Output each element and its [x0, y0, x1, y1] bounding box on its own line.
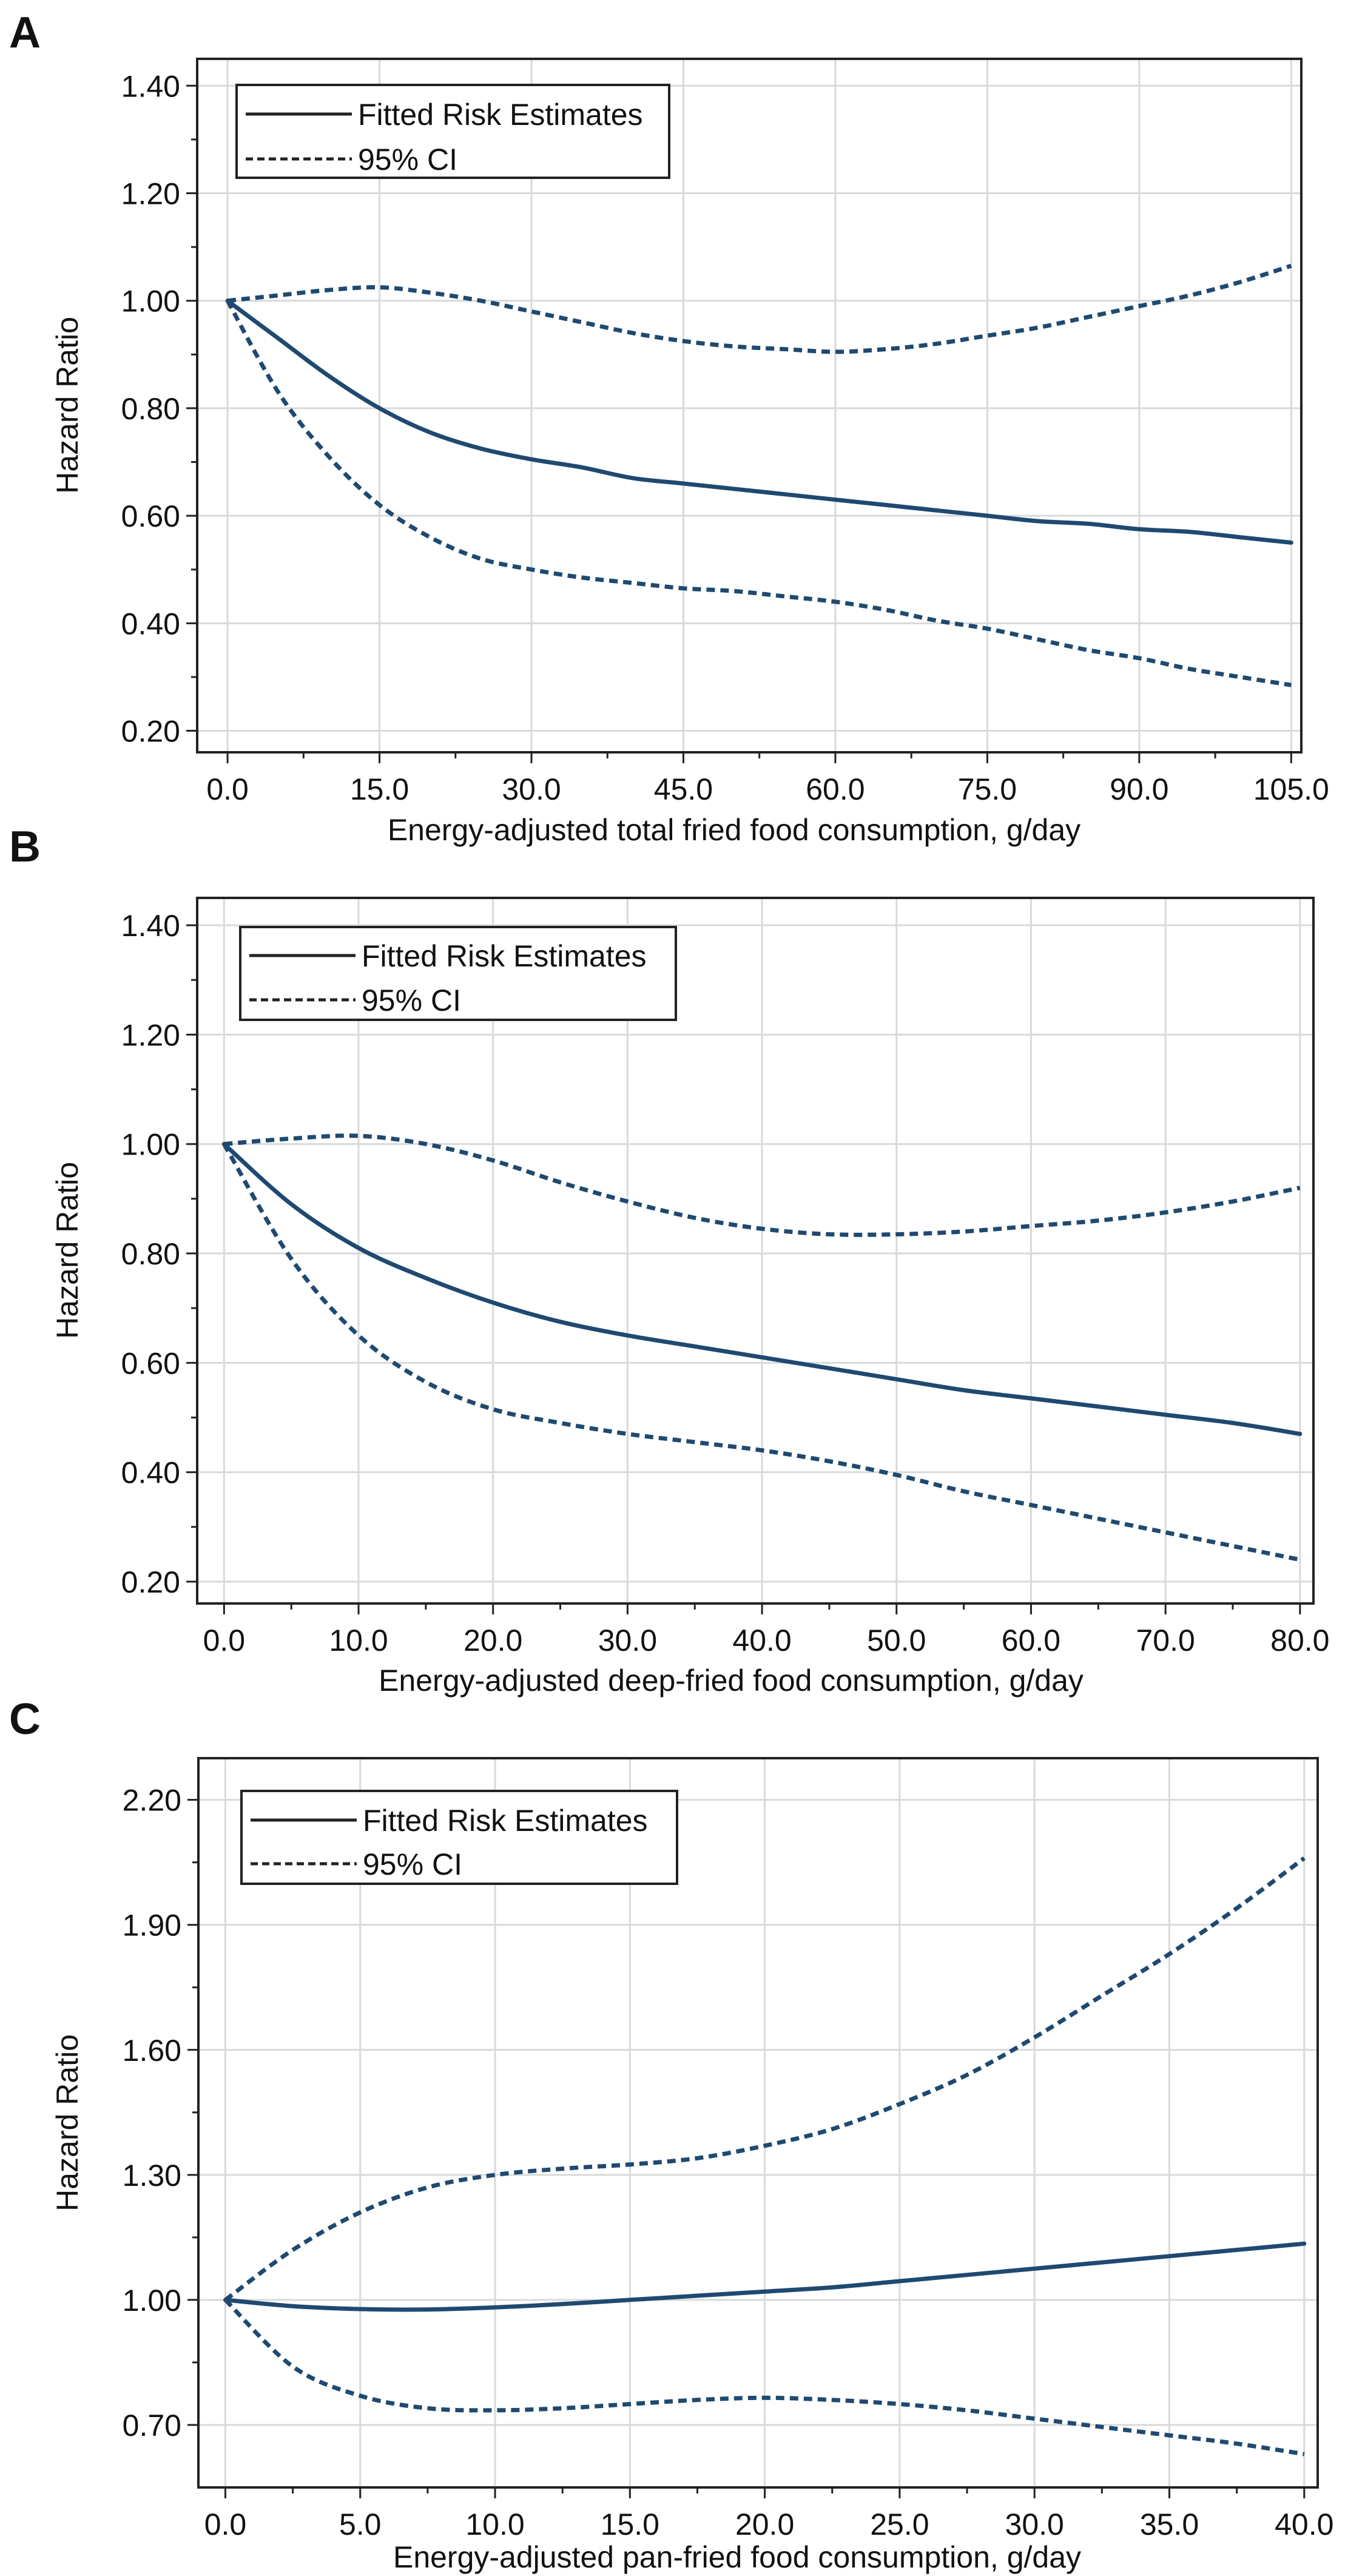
x-tick-label: 45.0: [654, 772, 713, 806]
plot-frame: [197, 1757, 1319, 2489]
panel-letter: C: [9, 1695, 41, 1744]
tick-labels: 0.0 10.0 20.0 30.0 40.0 50.0 60.0 70.0 80.0 0.20 0…: [121, 909, 1330, 1657]
x-tick-label: 25.0: [870, 2507, 929, 2541]
x-tick-label: 30.0: [1005, 2507, 1064, 2541]
y-tick-label: 0.60: [121, 499, 180, 533]
tick-labels: 0.0 5.0 10.0 15.0 20.0 25.0 30.0 35.0 40.0 0.70 1.…: [123, 1784, 1334, 2541]
tick-marks: [186, 84, 1292, 763]
y-tick-label: 1.00: [121, 1128, 180, 1162]
plot-frame: [196, 897, 1315, 1605]
x-tick-label: 20.0: [735, 2507, 794, 2541]
x-tick-label: 15.0: [350, 772, 409, 806]
y-axis-title: Hazard Ratio: [50, 317, 84, 494]
legend-label-fitted: Fitted Risk Estimates: [358, 98, 643, 132]
ci-upper-line: [227, 263, 1292, 354]
panel-c: C 0.0 5.0 10.0 15.0 20.0 25.0 30.0 35.0 40.0 0.70…: [9, 1695, 1333, 2574]
x-axis-title: Energy-adjusted deep-fried food consumpt…: [379, 1664, 1084, 1698]
x-tick-label: 15.0: [601, 2507, 659, 2541]
y-tick-label: 1.00: [121, 285, 180, 319]
y-tick-label: 0.40: [121, 1456, 180, 1490]
x-tick-label: 60.0: [1002, 1623, 1060, 1657]
y-axis-title: Hazard Ratio: [50, 1162, 84, 1339]
y-tick-label: 1.30: [123, 2159, 181, 2193]
series-lines: [223, 1856, 1307, 2456]
x-tick-label: 0.0: [203, 1623, 246, 1657]
y-tick-label: 0.20: [121, 715, 180, 749]
x-tick-label: 75.0: [958, 772, 1017, 806]
tick-marks: [186, 924, 1301, 1614]
fitted-risk-line: [223, 2241, 1307, 2312]
x-tick-label: 0.0: [206, 772, 249, 806]
grid-lines: [197, 898, 1313, 1603]
ci-upper-line: [224, 1856, 1306, 2302]
x-tick-label: 20.0: [464, 1623, 522, 1657]
x-tick-label: 10.0: [329, 1623, 388, 1657]
tick-labels: 0.0 15.0 30.0 45.0 60.0 75.0 90.0 105.0 0.20 0.40…: [121, 69, 1329, 806]
y-tick-label: 0.70: [123, 2409, 181, 2443]
x-tick-label: 40.0: [732, 1623, 791, 1657]
legend-label-ci: 95% CI: [358, 143, 457, 177]
x-tick-label: 10.0: [465, 2507, 524, 2541]
ci-lower-line: [226, 300, 1292, 687]
y-tick-label: 0.20: [121, 1565, 180, 1599]
y-tick-label: 1.40: [121, 909, 180, 943]
y-tick-label: 1.90: [123, 1909, 181, 1943]
x-tick-label: 60.0: [806, 772, 865, 806]
y-tick-label: 1.20: [121, 1018, 180, 1052]
x-tick-label: 30.0: [502, 772, 561, 806]
series-lines: [225, 263, 1293, 687]
x-axis-title: Energy-adjusted total fried food consump…: [388, 813, 1080, 847]
x-tick-label: 0.0: [204, 2507, 247, 2541]
x-tick-label: 30.0: [598, 1623, 657, 1657]
legend: Fitted Risk Estimates 95% CI: [240, 1790, 678, 1885]
y-tick-label: 0.80: [121, 392, 180, 426]
series-lines: [221, 1133, 1303, 1562]
panel-letter: B: [9, 823, 41, 871]
ci-upper-line: [224, 1133, 1301, 1237]
y-tick-label: 0.60: [121, 1346, 180, 1380]
y-tick-label: 1.00: [123, 2284, 181, 2318]
x-tick-label: 50.0: [867, 1623, 926, 1657]
ci-lower-line: [222, 1142, 1301, 1562]
x-tick-label: 35.0: [1140, 2507, 1199, 2541]
y-tick-label: 1.20: [121, 177, 180, 211]
x-tick-label: 40.0: [1275, 2507, 1333, 2541]
legend-box: [239, 926, 677, 1021]
ci-lower-line: [224, 2298, 1305, 2456]
x-tick-label: 70.0: [1136, 1623, 1195, 1657]
fitted-risk-line: [225, 298, 1293, 545]
y-tick-label: 0.80: [121, 1237, 180, 1271]
legend-box: [235, 84, 670, 179]
legend-label-fitted: Fitted Risk Estimates: [363, 1804, 648, 1838]
x-tick-label: 80.0: [1270, 1623, 1329, 1657]
legend-label-ci: 95% CI: [363, 1847, 462, 1881]
legend: Fitted Risk Estimates 95% CI: [235, 84, 670, 179]
legend-label-ci: 95% CI: [362, 983, 461, 1017]
panel-a: A 0.0 15.0 30.0 45.0 60.0 75.0 90.0 105.00.200.…: [9, 8, 1329, 847]
y-tick-label: 2.20: [123, 1784, 181, 1818]
panel-letter: A: [9, 8, 41, 57]
tick-marks: [187, 1799, 1306, 2498]
x-axis-title: Energy-adjusted pan-fried food consumpti…: [393, 2540, 1081, 2574]
x-tick-label: 5.0: [339, 2507, 382, 2541]
y-axis-title: Hazard Ratio: [50, 2034, 84, 2211]
panel-b: B 0.0 10.0 20.0 30.0 40.0 50.0 60.0 70.0 80.0 0.2…: [9, 823, 1329, 1698]
legend-label-fitted: Fitted Risk Estimates: [362, 939, 647, 973]
legend-box: [240, 1790, 678, 1885]
y-tick-label: 1.60: [123, 2034, 181, 2068]
legend: Fitted Risk Estimates 95% CI: [239, 926, 677, 1021]
x-tick-label: 90.0: [1110, 772, 1168, 806]
y-tick-label: 1.40: [121, 69, 180, 103]
y-tick-label: 0.40: [121, 607, 180, 641]
fitted-risk-line: [221, 1142, 1303, 1436]
plot-frame: [196, 58, 1303, 754]
x-tick-label: 105.0: [1253, 772, 1329, 806]
